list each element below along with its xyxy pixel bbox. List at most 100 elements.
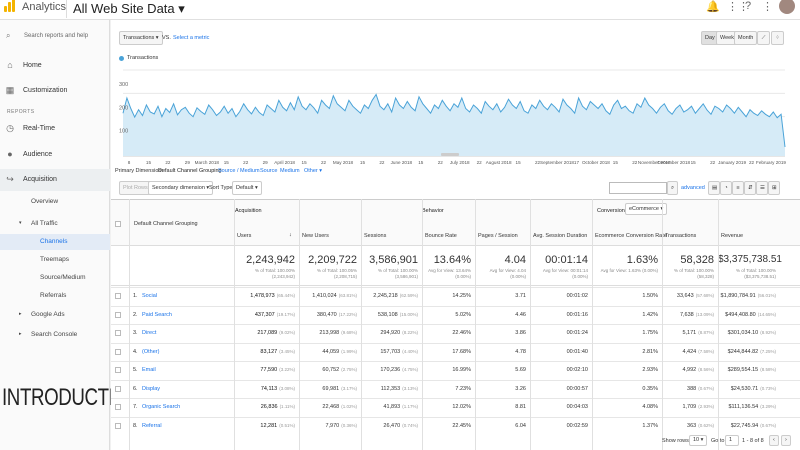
prev-page-button[interactable]: ‹ — [769, 435, 779, 446]
table-view-icon[interactable]: ▤ — [708, 181, 720, 195]
table-cell: 1,410,024 (63.81%) — [299, 293, 357, 299]
cell-value: 22.46% — [452, 330, 471, 336]
sidebar-item-audience[interactable]: ● Audience — [0, 144, 110, 166]
total-value: 4.04 — [504, 254, 526, 266]
column-header[interactable]: Users — [237, 233, 252, 239]
row-checkbox[interactable] — [115, 330, 121, 336]
search-icon[interactable]: ⌕ — [667, 181, 678, 195]
column-header[interactable]: Ecommerce Conversion Rate — [595, 233, 667, 239]
sidebar-item-overview[interactable]: Overview — [0, 194, 110, 210]
table-row[interactable] — [111, 416, 800, 436]
conversions-select[interactable]: eCommerce ▾ — [625, 203, 668, 215]
dimension-medium[interactable]: Medium — [280, 168, 300, 174]
table-row[interactable] — [111, 342, 800, 362]
row-checkbox[interactable] — [115, 367, 121, 373]
table-row[interactable] — [111, 379, 800, 399]
row-checkbox[interactable] — [115, 422, 121, 429]
dimension-source[interactable]: Source — [260, 168, 278, 174]
column-header[interactable]: Sessions — [364, 233, 387, 239]
row-checkbox[interactable] — [115, 404, 121, 410]
sidebar-item-treemaps[interactable]: Treemaps — [0, 252, 110, 268]
table-cell: 3.86 — [475, 330, 526, 336]
x-tick-label: April 2018 — [274, 160, 295, 165]
goto-input[interactable]: 1 — [725, 435, 739, 446]
chart-series-line — [122, 93, 786, 148]
sidebar-item-channels[interactable]: Channels — [0, 234, 110, 250]
select-all-checkbox[interactable] — [115, 221, 121, 227]
show-rows-select[interactable]: 10 ▾ — [689, 435, 708, 446]
column-header[interactable]: Transactions — [665, 233, 697, 239]
term-cloud-icon[interactable]: ☰ — [756, 181, 768, 195]
more-icon[interactable]: ⋮ — [762, 1, 773, 13]
pie-view-icon[interactable]: ◔ — [720, 181, 732, 195]
select-metric-link[interactable]: Select a metric — [173, 35, 210, 41]
motion-chart-icon[interactable]: ⁘ — [771, 31, 784, 45]
advanced-link[interactable]: advanced — [681, 185, 705, 191]
dimension-other[interactable]: Other ▾ — [304, 168, 323, 174]
search-box[interactable]: ⌕ Search reports and help — [0, 26, 110, 48]
total-value: 1.63% — [626, 254, 658, 266]
grid-icon[interactable]: ⋮⋮ — [727, 1, 749, 13]
cell-value: 22,468 — [322, 404, 340, 410]
channel-link[interactable]: Organic Search — [142, 404, 181, 410]
sidebar-item-home[interactable]: ⌂ Home — [0, 55, 110, 77]
metric-selector[interactable]: Transactions ▾ — [119, 31, 163, 45]
dimension-source-medium[interactable]: Source / Medium — [218, 168, 260, 174]
table-cell: 437,307 (19.17%) — [234, 312, 295, 318]
column-header[interactable]: Revenue — [721, 233, 744, 239]
comparison-view-icon[interactable]: ⇵ — [744, 181, 756, 195]
column-header[interactable]: Pages / Session — [478, 233, 518, 239]
column-header[interactable]: Bounce Rate — [425, 233, 457, 239]
table-row[interactable] — [111, 361, 800, 380]
channel-link[interactable]: (Other) — [142, 348, 160, 355]
view-selector[interactable]: All Web Site Data ▾ — [73, 1, 185, 16]
sidebar-item-search-console[interactable]: ▸ Search Console — [0, 327, 110, 343]
cell-value: 74,113 — [260, 385, 278, 392]
top-bar: Analytics All Web Site Data ▾ 🔔 ⋮⋮ ? ⋮ — [0, 0, 800, 20]
bell-icon[interactable]: 🔔 — [706, 1, 720, 13]
column-header[interactable]: Avg. Session Duration — [533, 233, 588, 239]
sidebar-item-source-medium[interactable]: Source/Medium — [0, 270, 110, 286]
row-checkbox[interactable] — [115, 348, 121, 355]
pivot-view-icon[interactable]: ⊞ — [768, 181, 780, 195]
table-search-input[interactable] — [609, 182, 667, 194]
table-cell: 1,478,973 (65.44%) — [234, 293, 295, 299]
performance-view-icon[interactable]: ≡ — [732, 181, 744, 195]
table-cell: 1.42% — [592, 312, 658, 318]
column-header[interactable]: New Users — [302, 233, 329, 239]
sort-arrow-icon[interactable]: ↓ — [289, 232, 292, 238]
sidebar-item-acquisition[interactable]: ↪ Acquisition — [0, 169, 110, 191]
sidebar-item-realtime[interactable]: ◷ Real-Time — [0, 118, 110, 140]
row-checkbox[interactable] — [115, 311, 121, 318]
channel-link[interactable]: Paid Search — [142, 311, 172, 318]
conversions-group-header: Conversions — [597, 208, 628, 214]
sidebar: ⌕ Search reports and help ⌂ Home ▦ Customi… — [0, 20, 110, 450]
channel-link[interactable]: Direct — [142, 330, 157, 336]
channel-link[interactable]: Referral — [142, 422, 162, 429]
sidebar-item-customization[interactable]: ▦ Customization — [0, 80, 110, 102]
channel-link[interactable]: Email — [142, 367, 156, 373]
chart-resize-handle[interactable] — [441, 153, 459, 156]
sidebar-item-all-traffic[interactable]: ▾ All Traffic — [0, 216, 110, 232]
channel-link[interactable]: Social — [142, 293, 157, 299]
next-page-button[interactable]: › — [781, 435, 791, 446]
sidebar-item-referrals[interactable]: Referrals — [0, 288, 110, 304]
sort-type-select[interactable]: Default ▾ — [232, 181, 262, 195]
plot-rows-button[interactable]: Plot Rows — [119, 181, 152, 195]
table-row[interactable] — [111, 287, 800, 306]
secondary-dimension-select[interactable]: Secondary dimension ▾ — [148, 181, 214, 195]
row-checkbox[interactable] — [115, 293, 121, 299]
chart-area-fill — [123, 94, 785, 156]
table-row[interactable] — [111, 305, 800, 325]
help-icon[interactable]: ? — [745, 0, 752, 12]
table-row[interactable] — [111, 324, 800, 343]
x-tick-label: September 2018 — [540, 160, 574, 165]
divider — [66, 0, 67, 18]
row-checkbox[interactable] — [115, 385, 121, 392]
table-row[interactable] — [111, 398, 800, 417]
channel-link[interactable]: Display — [142, 385, 161, 392]
avatar[interactable] — [779, 0, 795, 14]
sidebar-item-google-ads[interactable]: ▸ Google Ads — [0, 307, 110, 323]
line-chart-icon[interactable]: ⟋ — [757, 31, 770, 45]
month-button[interactable]: Month — [734, 31, 758, 45]
